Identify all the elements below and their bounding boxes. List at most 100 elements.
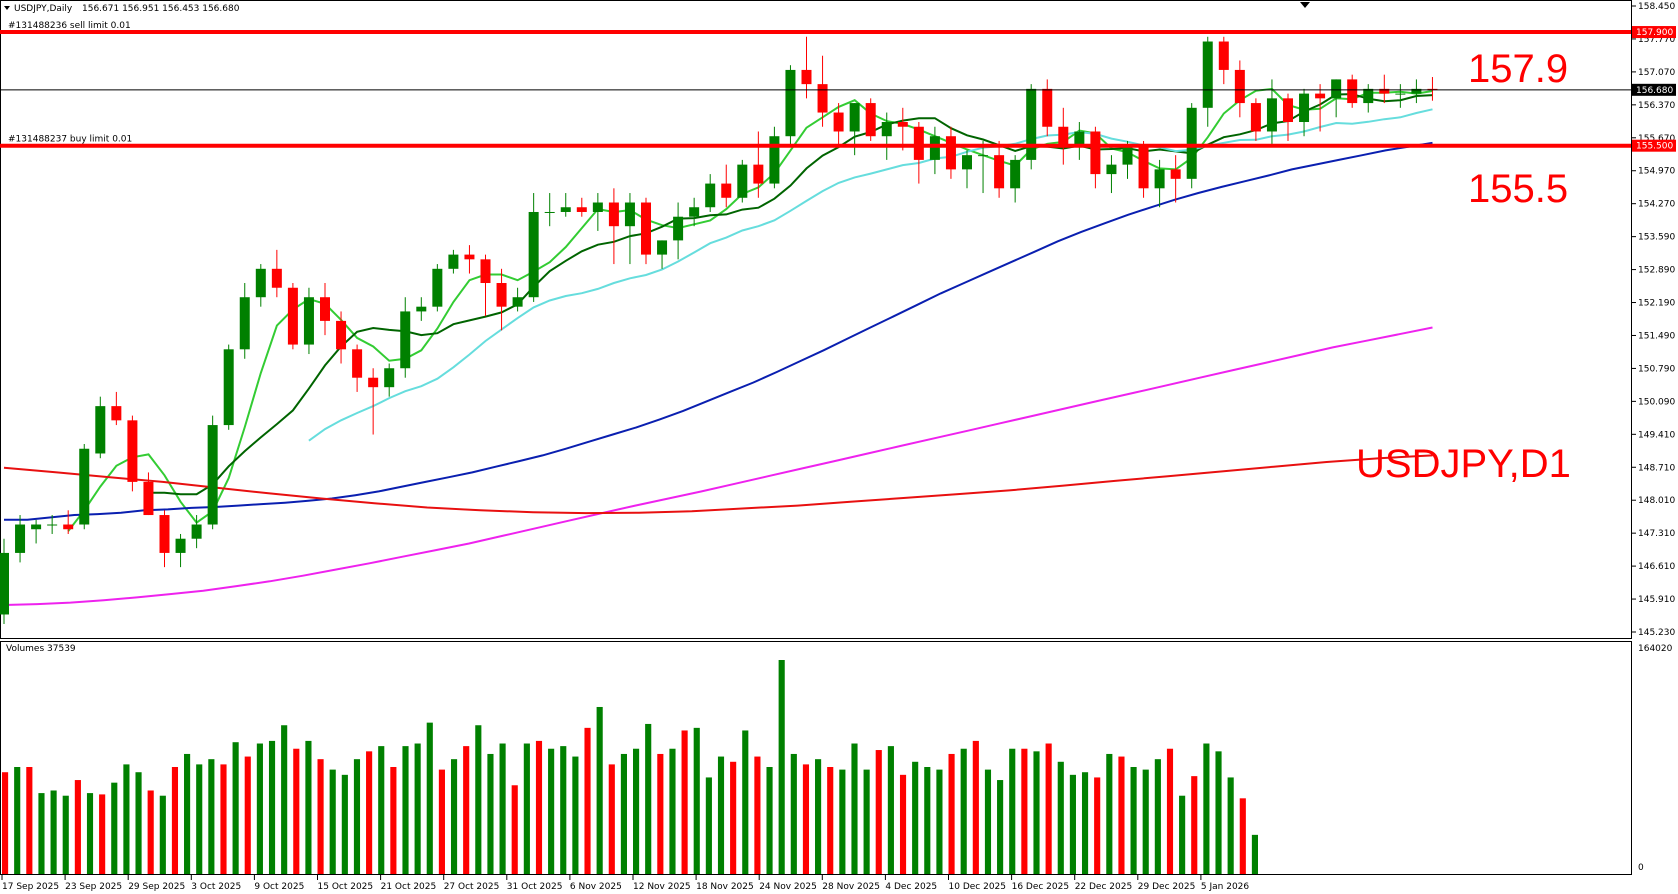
volume-bar (62, 795, 69, 874)
candle (143, 472, 154, 516)
price-tick-label: 154.970 (1638, 167, 1675, 177)
candle (1058, 107, 1069, 165)
candle-body (544, 211, 555, 213)
candle (480, 254, 491, 317)
volume-bar (244, 756, 251, 874)
candle (913, 122, 924, 184)
volume-bar (681, 730, 688, 874)
upper-level-annotation: 157.9 (1468, 47, 1568, 91)
lower-level-annotation: 155.5 (1468, 167, 1568, 211)
candle-body (1042, 88, 1053, 127)
volume-bar (523, 743, 530, 874)
candle (1411, 79, 1422, 104)
shift-marker-icon[interactable] (1300, 2, 1310, 8)
candle-body (689, 207, 700, 217)
date-tick-label: 5 Jan 2026 (1201, 882, 1249, 892)
candle (1299, 88, 1310, 137)
candle (368, 368, 379, 435)
volume-panel-title: Volumes 37539 (6, 644, 76, 654)
volume-bar (402, 746, 409, 874)
candle-body (47, 524, 58, 526)
volume-bar (608, 764, 615, 874)
candle-body (881, 122, 892, 137)
volume-bar (14, 767, 21, 874)
candle-body (785, 69, 796, 137)
candle (576, 197, 587, 217)
volume-bar (1251, 834, 1258, 874)
candle-body (1299, 93, 1310, 123)
chart-title: USDJPY,Daily (14, 4, 73, 14)
candle-body (1106, 164, 1117, 175)
candle (673, 202, 684, 260)
candle-body (737, 164, 748, 198)
candle (303, 287, 314, 355)
volume-bar (159, 795, 166, 874)
candle-body (576, 207, 587, 212)
volume-bar (1021, 748, 1028, 874)
candle-body (480, 259, 491, 284)
date-tick-label: 23 Sep 2025 (65, 882, 122, 892)
candle (1250, 98, 1261, 141)
candle-body (63, 524, 74, 530)
price-tick-label: 150.790 (1638, 364, 1675, 374)
price-tick-label: 153.590 (1638, 233, 1675, 243)
candle-body (657, 240, 668, 255)
moving-average-1 (148, 93, 1433, 496)
candle (785, 65, 796, 146)
candle-body (159, 515, 170, 553)
candle-body (1379, 88, 1390, 94)
date-tick-label: 9 Oct 2025 (254, 882, 304, 892)
candle-body (1347, 79, 1358, 104)
volume-bar (281, 725, 288, 874)
price-tick-label: 157.770 (1638, 35, 1675, 45)
volume-bar (390, 767, 397, 874)
date-tick-label: 12 Nov 2025 (633, 882, 691, 892)
date-tick-label: 27 Oct 2025 (444, 882, 500, 892)
date-tick-label: 18 Nov 2025 (696, 882, 754, 892)
volume-bar (693, 727, 700, 874)
price-tick-label: 148.710 (1638, 463, 1675, 473)
candle-body (817, 84, 828, 113)
volume-bar (2, 772, 9, 874)
candle (271, 249, 282, 298)
date-tick-label: 17 Sep 2025 (2, 882, 59, 892)
volume-bar (778, 660, 785, 874)
candle-body (239, 297, 250, 350)
candle-body (271, 268, 282, 288)
volume-bar (754, 756, 761, 874)
candle-body (1122, 145, 1133, 165)
volume-bar (184, 753, 191, 874)
candle (287, 283, 298, 350)
candle (737, 159, 748, 203)
candle (1395, 84, 1406, 108)
candle-body (528, 211, 539, 298)
candle-body (512, 297, 523, 307)
volume-bar (26, 767, 33, 874)
date-tick-label: 6 Nov 2025 (570, 882, 622, 892)
candle-body (1186, 107, 1197, 179)
sell-limit-order-label: #131488236 sell limit 0.01 (8, 21, 131, 31)
candle-body (1154, 169, 1165, 189)
volume-bar (1045, 743, 1052, 874)
candle-body (705, 183, 716, 208)
candle-body (207, 425, 218, 525)
candle-body (1074, 131, 1085, 146)
candle-body (368, 377, 379, 388)
candle (1363, 84, 1374, 113)
price-tick-label: 151.490 (1638, 331, 1675, 341)
candle-body (929, 136, 940, 160)
volume-bar (1166, 748, 1174, 874)
candle (1026, 84, 1037, 170)
candle (657, 240, 668, 269)
price-tick-label: 147.310 (1638, 529, 1675, 539)
candle-body (1283, 98, 1293, 123)
candle (1154, 159, 1165, 208)
candle-body (897, 122, 908, 127)
candle (1202, 36, 1213, 127)
triangle-down-icon[interactable] (4, 6, 10, 10)
candle (1218, 36, 1229, 85)
volume-bar (256, 743, 263, 874)
volume-bar (863, 769, 870, 874)
price-tick-label: 148.010 (1638, 496, 1675, 506)
